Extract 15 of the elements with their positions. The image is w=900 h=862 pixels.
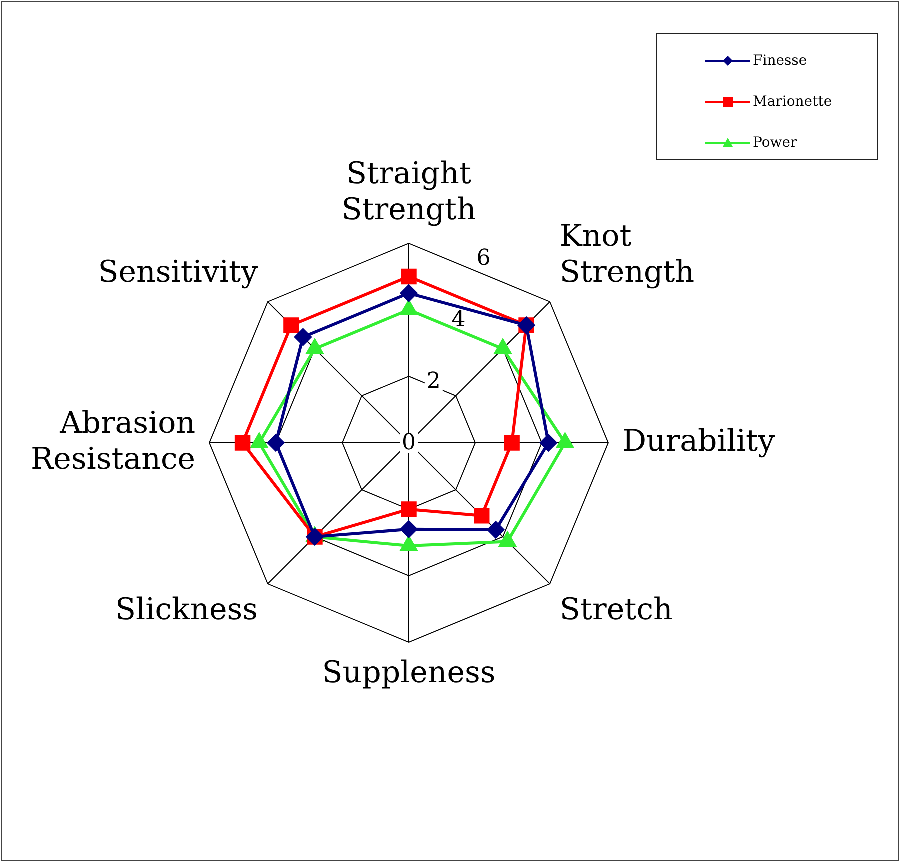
spoke-label: Straight Strength xyxy=(342,156,476,228)
y-tick-label: 2 xyxy=(426,369,441,394)
spoke-label: Stretch xyxy=(560,592,673,628)
spoke-label: Abrasion Resistance xyxy=(31,406,196,477)
spoke-label: Knot Strength xyxy=(560,218,695,290)
legend-label: Power xyxy=(753,134,798,150)
legend-label: Marionette xyxy=(753,94,832,110)
y-tick-label: 6 xyxy=(476,246,491,271)
legend-label: Finesse xyxy=(753,52,808,68)
y-tick-label: 0 xyxy=(402,430,416,456)
spoke-label: Sensitivity xyxy=(98,254,258,290)
spoke-label: Durability xyxy=(622,424,776,459)
y-tick-label: 4 xyxy=(452,307,466,332)
spoke-label: Slickness xyxy=(115,592,258,628)
spoke-label: Suppleness xyxy=(322,655,496,690)
